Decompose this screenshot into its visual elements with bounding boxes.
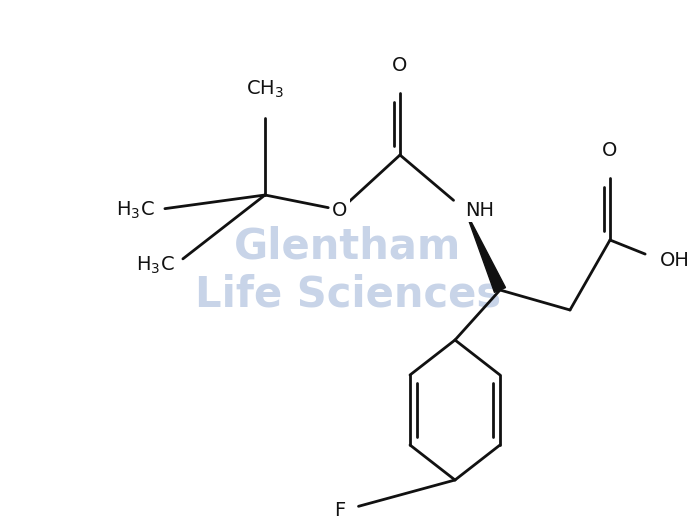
Text: O: O: [332, 201, 348, 219]
Text: F: F: [334, 500, 345, 519]
Text: NH: NH: [465, 201, 494, 219]
Text: Glentham
Life Sciences: Glentham Life Sciences: [195, 225, 501, 316]
Text: OH: OH: [660, 251, 690, 269]
Polygon shape: [465, 210, 505, 292]
Text: H$_3$C: H$_3$C: [136, 254, 175, 276]
Text: H$_3$C: H$_3$C: [116, 199, 155, 220]
Text: O: O: [602, 141, 617, 160]
Text: CH$_3$: CH$_3$: [246, 79, 284, 100]
Text: O: O: [393, 56, 408, 75]
